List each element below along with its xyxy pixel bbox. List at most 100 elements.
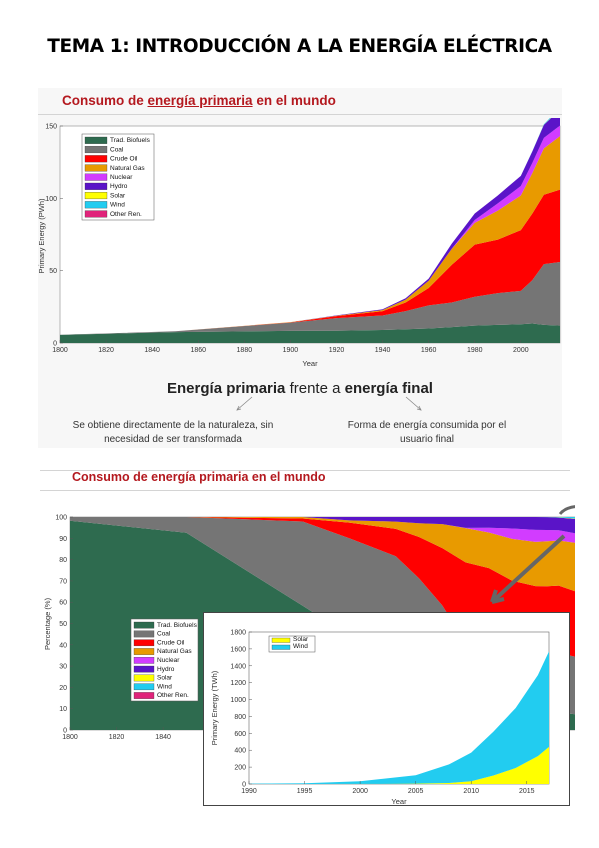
- y-tick-label: 1800: [230, 630, 246, 637]
- slide1-title: Consumo de energía primaria en el mundo: [62, 93, 336, 108]
- x-tick-label: 1800: [52, 347, 68, 354]
- legend-swatch-trad-biofuels: [84, 136, 108, 144]
- legend-swatch-wind: [271, 644, 291, 650]
- slide1-title-link: energía primaria: [147, 93, 253, 108]
- slide2-divider: [40, 490, 570, 491]
- legend-swatch-other-ren: [133, 692, 155, 699]
- y-tick-label: 0: [63, 728, 67, 735]
- chart-primary-energy-absolute: 0 50 100 150 1800 1820 1840 1860 1880 1900 1920 19…: [38, 118, 561, 368]
- x-tick-label: 1960: [421, 347, 437, 354]
- legend-label-other-ren: Other Ren.: [110, 211, 142, 218]
- y-tick-label: 0: [242, 782, 246, 789]
- x-tick-label: 1920: [329, 347, 345, 354]
- area-coal: [60, 261, 560, 335]
- area-crude-oil: [60, 189, 560, 335]
- y-tick-label: 100: [55, 515, 67, 522]
- y-tick-label: 1600: [230, 646, 246, 653]
- slide2-title: Consumo de energía primaria en el mundo: [72, 470, 326, 484]
- x-tick-label: 1900: [283, 347, 299, 354]
- legend-swatch-hydro: [133, 665, 155, 673]
- y-tick-label: 1400: [230, 663, 246, 670]
- legend-label-crude-oil: Crude Oil: [110, 156, 138, 163]
- area-natural-gas: [70, 517, 575, 592]
- legend-swatch-crude-oil: [84, 155, 108, 163]
- legend-label-other-ren: Other Ren.: [157, 692, 189, 699]
- highlight-circle: [558, 505, 575, 516]
- legend-label-coal: Coal: [110, 146, 124, 153]
- heading-primary-vs-final: Energía primaria frente a energía final: [167, 380, 433, 397]
- x-tick-label: 2000: [513, 347, 529, 354]
- y-tick-label: 50: [49, 268, 57, 275]
- x-tick-label: 1860: [190, 347, 206, 354]
- y-tick-label: 40: [59, 642, 67, 649]
- x-tick-label: 2000: [352, 788, 368, 795]
- legend-label-natural-gas: Natural Gas: [157, 648, 192, 655]
- y-tick-label: 400: [234, 748, 246, 755]
- legend-swatch-wind: [84, 201, 108, 209]
- legend-swatch-solar: [133, 674, 155, 682]
- legend-label-coal: Coal: [157, 631, 171, 638]
- area-solar: [249, 746, 549, 784]
- y-tick-label: 0: [53, 341, 57, 348]
- x-tick-label: 1820: [109, 734, 125, 741]
- legend-swatch-nuclear: [84, 173, 108, 181]
- legend-label-natural-gas: Natural Gas: [110, 165, 145, 172]
- x-tick-label: 2010: [463, 788, 479, 795]
- legend-label-nuclear: Nuclear: [110, 174, 133, 181]
- area-nuclear: [70, 517, 575, 543]
- x-tick-label: 2015: [519, 788, 535, 795]
- arrow-final: [405, 396, 422, 411]
- chart3-ylabel: Primary Energy (TWh): [210, 670, 219, 745]
- desc-primary-energy: Se obtiene directamente de la naturaleza…: [72, 420, 274, 445]
- zoom-arrow: [490, 534, 566, 604]
- area-hydro: [70, 517, 575, 534]
- arrow-primary: [236, 396, 253, 411]
- legend-label-crude-oil: Crude Oil: [157, 639, 185, 646]
- legend-label-wind: Wind: [157, 683, 172, 690]
- chart1-xlabel: Year: [302, 359, 318, 368]
- y-tick-label: 50: [59, 621, 67, 628]
- y-tick-label: 70: [59, 578, 67, 585]
- page-title: TEMA 1: INTRODUCCIÓN A LA ENERGÍA ELÉCTR…: [47, 36, 552, 57]
- chart1-ylabel: Primary Energy (PWh): [38, 198, 46, 274]
- x-tick-label: 1840: [144, 347, 160, 354]
- legend-label-hydro: Hydro: [110, 183, 128, 190]
- slide1-divider: [38, 114, 562, 115]
- legend-label-trad-biofuels: Trad. Biofuels: [110, 137, 151, 144]
- legend-swatch-trad-biofuels: [133, 621, 155, 629]
- desc-final-energy: Forma de energía consumida por el usuari…: [347, 420, 507, 445]
- x-tick-label: 1880: [237, 347, 253, 354]
- legend-swatch-other-ren: [84, 210, 108, 218]
- x-tick-label: 1820: [98, 347, 114, 354]
- x-tick-label: 1800: [62, 734, 78, 741]
- chart2-ylabel: Percentage (%): [43, 597, 52, 650]
- legend-swatch-natural-gas: [84, 164, 108, 172]
- y-tick-label: 30: [59, 664, 67, 671]
- y-tick-label: 600: [234, 731, 246, 738]
- legend-label-solar: Solar: [157, 675, 173, 682]
- area-wind: [249, 651, 549, 784]
- chart-solar-wind: 0 200 400 600 800 1000 1200 1400 1600 1800 1990 19…: [210, 630, 550, 804]
- y-tick-label: 200: [234, 765, 246, 772]
- legend-label-nuclear: Nuclear: [157, 657, 180, 664]
- legend-swatch-solar: [271, 637, 291, 643]
- y-tick-label: 150: [45, 124, 57, 131]
- explanation-arrows: [236, 396, 422, 411]
- legend-swatch-nuclear: [133, 657, 155, 664]
- legend-label-trad-biofuels: Trad. Biofuels: [157, 622, 198, 629]
- legend-label-hydro: Hydro: [157, 666, 175, 673]
- legend-swatch-coal: [84, 146, 108, 154]
- x-tick-label: 1995: [297, 788, 313, 795]
- x-tick-label: 1990: [241, 788, 257, 795]
- area-crude-oil: [70, 517, 575, 664]
- legend-swatch-crude-oil: [133, 639, 155, 647]
- legend-swatch-natural-gas: [133, 648, 155, 655]
- y-tick-label: 80: [59, 557, 67, 564]
- y-tick-label: 60: [59, 600, 67, 607]
- y-tick-label: 10: [59, 706, 67, 713]
- x-tick-label: 1840: [155, 734, 171, 741]
- x-tick-label: 1940: [375, 347, 391, 354]
- y-tick-label: 20: [59, 685, 67, 692]
- x-tick-label: 2005: [408, 788, 424, 795]
- legend-swatch-wind: [133, 683, 155, 691]
